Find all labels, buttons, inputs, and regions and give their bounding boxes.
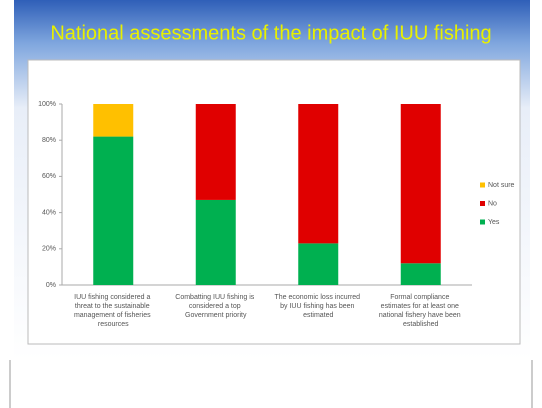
bar-segment (400, 104, 441, 264)
chart-title: National assessments of the impact of IU… (50, 22, 491, 44)
bar-segment (195, 199, 236, 285)
y-tick-label: 60% (42, 173, 56, 180)
y-tick-label: 80% (42, 137, 56, 144)
y-tick-label: 0% (46, 282, 56, 289)
legend-label: Not sure (488, 182, 515, 189)
legend-swatch (480, 201, 485, 206)
legend-label: No (488, 200, 497, 207)
x-tick-label: Combatting IUU fishing is considered a t… (175, 294, 256, 319)
bar-segment (195, 104, 236, 200)
legend-swatch (480, 219, 485, 225)
bar-segment (93, 136, 134, 285)
bar-segment (400, 263, 441, 285)
legend-label: Yes (488, 219, 500, 226)
bar-segment (298, 104, 339, 244)
y-tick-label: 20% (42, 246, 56, 253)
y-tick-label: 40% (42, 209, 56, 216)
y-tick-label: 100% (38, 101, 56, 108)
bar-segment (93, 104, 134, 137)
x-tick-label: IUU fishing considered a threat to the s… (74, 294, 153, 328)
bar-segment (298, 243, 339, 285)
x-tick-label: The economic loss incurred by IUU fishin… (274, 294, 362, 319)
legend-swatch (480, 182, 485, 188)
x-tick-label: Formal compliance estimates for at least… (379, 294, 463, 328)
